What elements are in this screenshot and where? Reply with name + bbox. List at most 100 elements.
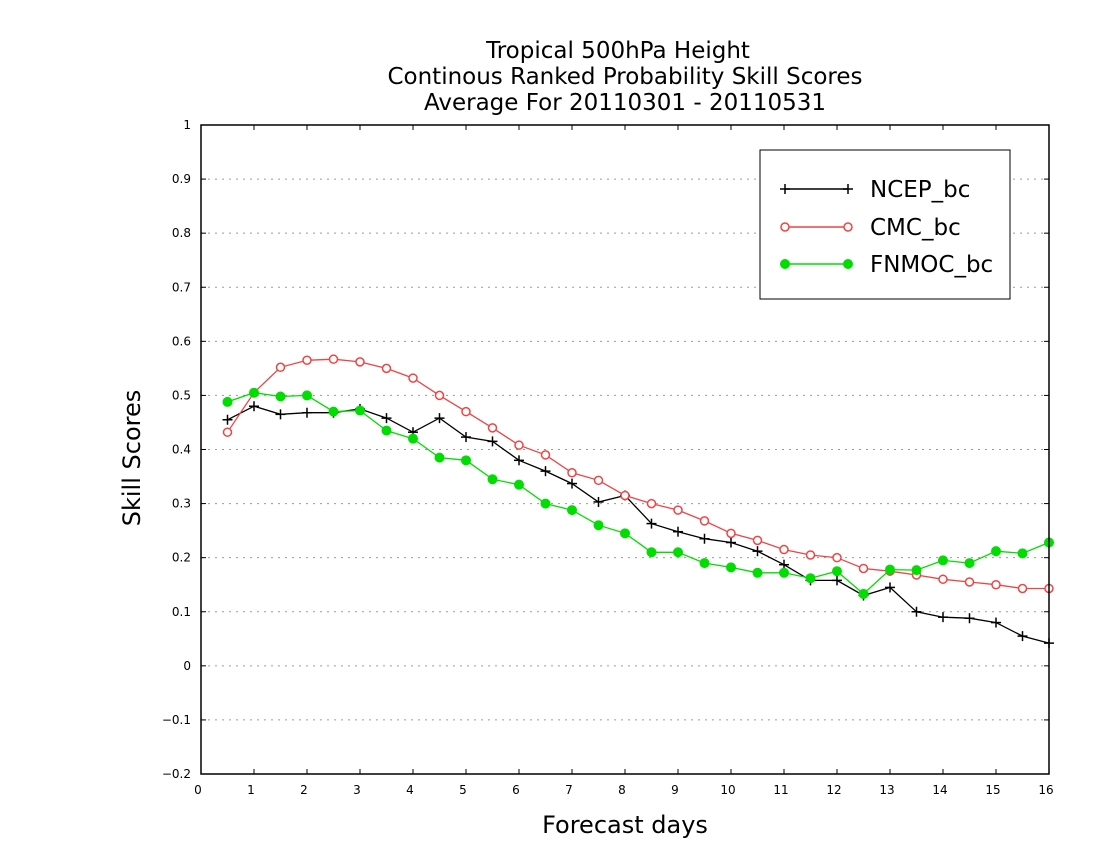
x-tick-label: 15 xyxy=(985,783,1000,797)
data-point xyxy=(964,613,975,624)
data-point xyxy=(249,401,259,412)
data-point xyxy=(249,387,259,398)
y-tick-label: 0.2 xyxy=(172,551,191,565)
data-point xyxy=(408,433,418,444)
data-point xyxy=(843,222,853,232)
data-point xyxy=(302,407,312,418)
legend: NCEP_bc CMC_bc FNMOC_bc xyxy=(759,149,1011,300)
legend-item-ncep-bc: NCEP_bc xyxy=(780,177,970,203)
series-ncep-bc xyxy=(222,401,1054,649)
data-point xyxy=(843,259,853,269)
y-tick-label: 0.8 xyxy=(172,226,191,240)
x-tick-label: 16 xyxy=(1038,783,1053,797)
data-point xyxy=(646,518,657,529)
data-point xyxy=(487,436,498,447)
y-tick-label: 0 xyxy=(183,659,191,673)
data-point xyxy=(938,555,948,566)
x-tick-label: 11 xyxy=(773,783,788,797)
data-point xyxy=(302,390,312,401)
y-tick-label: 0.1 xyxy=(172,605,191,619)
data-point xyxy=(593,496,604,507)
data-point xyxy=(275,409,286,420)
data-point xyxy=(540,498,551,509)
x-tick-label: 8 xyxy=(618,783,626,797)
series-line xyxy=(226,358,1049,590)
data-point xyxy=(275,391,286,402)
data-point xyxy=(355,357,365,367)
data-point xyxy=(699,516,710,526)
x-tick-label: 0 xyxy=(194,783,202,797)
chart-title-line-2: Continous Ranked Probability Skill Score… xyxy=(387,64,862,90)
series-line xyxy=(227,405,1050,644)
data-point xyxy=(699,533,710,544)
data-point xyxy=(646,547,657,558)
y-tick-label: 0.9 xyxy=(172,172,191,186)
x-axis-ticks: 0 1 2 3 4 5 6 7 8 9 10 11 12 13 14 15 16 xyxy=(194,125,1054,797)
data-point xyxy=(1017,631,1028,642)
x-tick-label: 13 xyxy=(879,783,894,797)
data-point xyxy=(991,546,1001,557)
chart-title-line-1: Tropical 500hPa Height xyxy=(485,38,750,64)
data-point xyxy=(514,479,524,490)
data-point xyxy=(381,413,392,424)
data-point xyxy=(540,450,551,460)
data-point xyxy=(885,564,895,575)
data-point xyxy=(832,552,842,563)
data-point xyxy=(780,222,790,232)
data-point xyxy=(381,425,392,436)
y-tick-label: 0.4 xyxy=(172,443,191,457)
data-point xyxy=(726,562,736,573)
y-axis-title: Skill Scores xyxy=(118,390,146,527)
data-point xyxy=(673,547,683,558)
data-point xyxy=(991,617,1001,628)
y-tick-label: 0.6 xyxy=(172,334,191,348)
data-point xyxy=(355,405,365,416)
y-tick-label: 0.7 xyxy=(172,280,191,294)
data-point xyxy=(858,563,869,574)
y-tick-label: −0.1 xyxy=(162,713,191,727)
y-axis-ticks: −0.2 −0.1 0 0.1 0.2 0.3 0.4 0.5 0.6 0.7 0.8 0.9 1 xyxy=(162,118,1049,781)
data-point xyxy=(1017,548,1028,559)
data-point xyxy=(514,440,524,450)
data-point xyxy=(646,498,657,509)
x-tick-label: 7 xyxy=(565,783,573,797)
series-cmc-bc xyxy=(222,354,1054,594)
data-point xyxy=(991,579,1001,590)
data-point xyxy=(726,537,736,548)
x-tick-label: 10 xyxy=(720,783,735,797)
x-tick-label: 3 xyxy=(353,783,361,797)
data-point xyxy=(461,455,471,466)
x-tick-label: 6 xyxy=(512,783,520,797)
legend-label: CMC_bc xyxy=(870,215,961,241)
data-point xyxy=(567,478,577,489)
data-point xyxy=(593,520,604,531)
legend-label: NCEP_bc xyxy=(870,177,970,203)
data-point xyxy=(752,546,763,557)
x-tick-label: 9 xyxy=(671,783,679,797)
x-tick-label: 14 xyxy=(932,783,947,797)
data-point xyxy=(964,558,975,569)
x-tick-label: 4 xyxy=(406,783,414,797)
y-tick-label: 1 xyxy=(183,118,191,132)
data-point xyxy=(752,567,763,578)
data-point xyxy=(726,528,736,539)
data-point xyxy=(434,390,445,401)
data-point xyxy=(328,406,339,417)
data-point xyxy=(487,474,498,485)
data-point xyxy=(487,423,498,433)
data-point xyxy=(593,475,604,486)
data-point xyxy=(805,550,816,560)
data-point xyxy=(540,466,551,477)
y-tick-label: −0.2 xyxy=(162,767,191,781)
data-point xyxy=(434,413,445,424)
data-point xyxy=(832,566,842,577)
legend-item-cmc-bc: CMC_bc xyxy=(780,215,961,241)
data-point xyxy=(699,558,710,569)
data-point xyxy=(673,526,683,537)
data-point xyxy=(938,574,948,585)
chart-title: Tropical 500hPa Height Continous Ranked … xyxy=(387,38,862,116)
data-point xyxy=(832,575,842,586)
data-point xyxy=(620,528,630,539)
data-point xyxy=(514,455,524,466)
